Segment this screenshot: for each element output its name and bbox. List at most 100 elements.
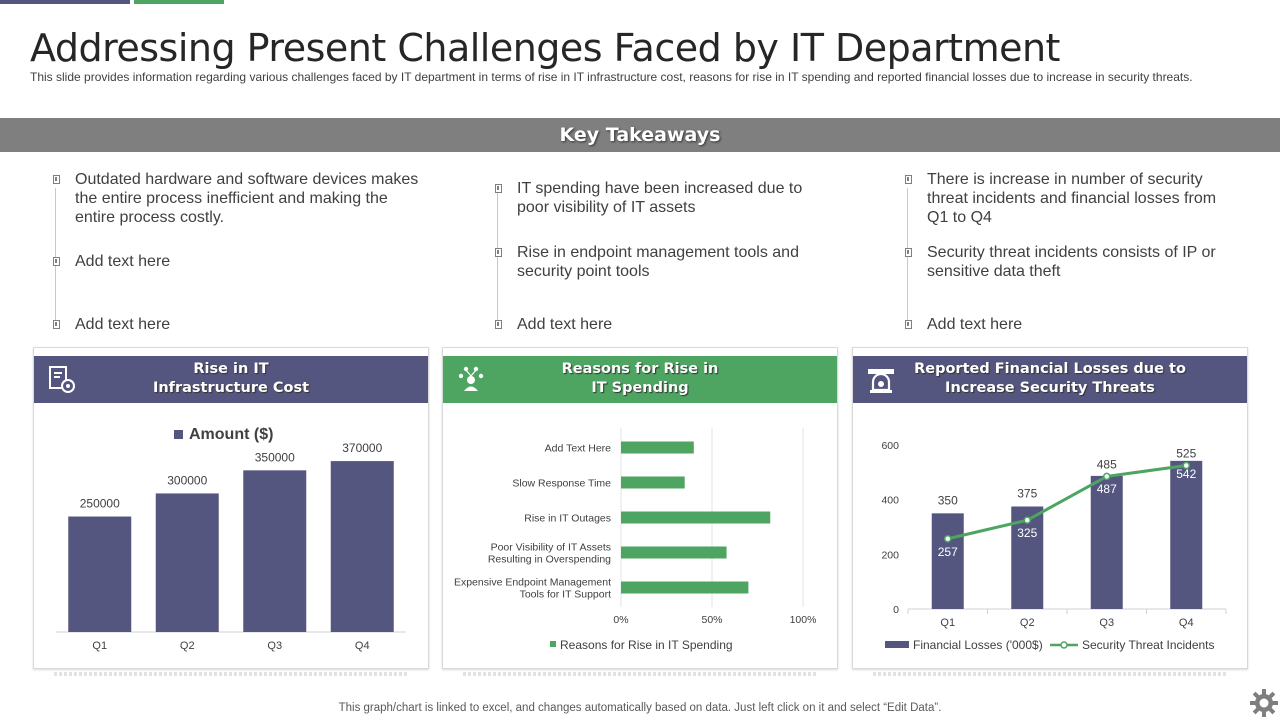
bar-data-label: 375 <box>1017 487 1037 501</box>
data-label: 300000 <box>167 473 207 487</box>
takeaway-item: Add text here <box>495 315 827 334</box>
y-tick-label: Poor Visibility of IT Assets <box>491 542 611 554</box>
takeaway-column-3: There is increase in number of security … <box>905 170 1247 340</box>
footer-note: This graph/chart is linked to excel, and… <box>338 702 942 714</box>
financial-losses-panel: Reported Financial Losses due to Increas… <box>852 347 1248 676</box>
x-tick-label: Q1 <box>92 640 107 652</box>
bar <box>621 511 771 524</box>
panel-title-line1: Rise in IT <box>193 361 269 377</box>
bar <box>621 476 685 489</box>
bar <box>621 546 727 559</box>
series-line <box>947 464 1187 541</box>
infrastructure-cost-panel: Rise in IT Infrastructure Cost Amount ($… <box>33 347 429 676</box>
panel-title-line2: IT Spending <box>591 380 689 396</box>
legend-swatch-bars <box>885 641 909 648</box>
line-data-label: 257 <box>938 545 958 559</box>
x-tick-label: Q2 <box>1020 617 1035 629</box>
bar <box>68 516 132 632</box>
takeaway-item: Security threat incidents consists of IP… <box>905 243 1237 281</box>
bar-data-label: 350 <box>938 493 958 507</box>
bar <box>1090 475 1123 609</box>
page-title: Addressing Present Challenges Faced by I… <box>30 26 1060 70</box>
x-tick-label: Q1 <box>940 617 955 629</box>
takeaway-column-2: IT spending have been increased due to p… <box>495 170 837 340</box>
y-tick-label: Resulting in Overspending <box>488 554 611 566</box>
bar <box>931 513 964 609</box>
bullet-icon <box>905 248 912 257</box>
line-point <box>1182 461 1190 470</box>
legend-label-bars: Financial Losses ('000$) <box>913 638 1043 652</box>
takeaway-column-1: Outdated hardware and software devices m… <box>53 170 435 340</box>
y-tick-label: 400 <box>881 495 899 507</box>
x-tick-label: Q3 <box>1099 617 1114 629</box>
takeaway-item: Outdated hardware and software devices m… <box>53 170 425 227</box>
it-spending-chart: Reasons for Rise in IT Spending 0% 50% 100… <box>454 428 817 652</box>
takeaway-item: Rise in endpoint management tools and se… <box>495 243 827 281</box>
x-tick-label: 50% <box>701 614 722 626</box>
takeaway-item: Add text here <box>53 252 425 271</box>
accent-bar-green <box>134 0 224 4</box>
x-tick-label: 0% <box>613 614 628 626</box>
y-tick-label: 600 <box>881 440 899 452</box>
line-data-label: 525 <box>1176 447 1196 461</box>
bullet-icon <box>53 257 60 266</box>
line-data-label: 485 <box>1097 457 1117 471</box>
gear-icon[interactable] <box>1250 689 1278 717</box>
line-data-label: 325 <box>1017 526 1037 540</box>
data-label: 350000 <box>255 450 295 464</box>
infrastructure-cost-chart: Amount ($) 250000 Q1 300000 Q2 350000 Q3 37000… <box>56 426 406 652</box>
bullet-icon <box>905 320 912 329</box>
y-tick-label: Slow Response Time <box>512 478 611 490</box>
bullet-icon <box>53 320 60 329</box>
panel-title-line1: Reasons for Rise in <box>561 361 719 377</box>
x-tick-label: 100% <box>790 614 817 626</box>
column-divider <box>497 188 498 326</box>
data-label: 370000 <box>342 441 382 455</box>
bar <box>155 493 219 632</box>
line-point <box>1023 516 1031 524</box>
panel-header: Rise in IT Infrastructure Cost <box>34 356 428 403</box>
y-tick-label: Expensive Endpoint Management <box>454 577 611 589</box>
bar <box>621 581 749 594</box>
y-tick-label: Rise in IT Outages <box>524 513 611 525</box>
takeaway-item: Add text here <box>53 315 425 334</box>
document-gear-icon <box>49 366 75 393</box>
bar <box>621 441 694 454</box>
line-point <box>944 535 952 543</box>
line-point <box>1103 472 1111 481</box>
bar-data-label: 542 <box>1176 467 1196 481</box>
y-tick-label: Tools for IT Support <box>520 589 612 601</box>
panel-header: Reported Financial Losses due to Increas… <box>853 356 1247 403</box>
data-label: 250000 <box>80 497 120 511</box>
key-takeaways-band: Key Takeaways <box>0 118 1280 152</box>
y-tick-label: 200 <box>881 549 899 561</box>
x-tick-label: Q2 <box>180 640 195 652</box>
legend-label: Amount ($) <box>189 426 273 443</box>
column-divider <box>907 188 908 326</box>
bullet-icon <box>495 248 502 257</box>
x-tick-label: Q4 <box>1179 617 1194 629</box>
legend-label-line: Security Threat Incidents <box>1082 638 1215 652</box>
legend-swatch <box>550 641 556 647</box>
bar-data-label: 487 <box>1097 482 1117 496</box>
legend-swatch <box>174 430 183 439</box>
panel-header: Reasons for Rise in IT Spending <box>443 356 837 403</box>
x-tick-label: Q4 <box>355 640 370 652</box>
y-tick-label: 0 <box>893 604 899 616</box>
panel-title-line2: Infrastructure Cost <box>152 380 310 396</box>
panel-title-line2: Increase Security Threats <box>945 380 1155 396</box>
legend-swatch-marker <box>1060 641 1068 649</box>
page-subtitle: This slide provides information regardin… <box>30 70 1193 84</box>
takeaway-item: IT spending have been increased due to p… <box>495 179 827 217</box>
bullet-icon <box>495 320 502 329</box>
bullet-icon <box>905 175 912 184</box>
bullet-icon <box>53 175 60 184</box>
bar <box>330 461 394 632</box>
person-network-icon <box>458 366 484 391</box>
y-tick-label: Add Text Here <box>545 443 612 455</box>
alarm-icon <box>868 369 894 393</box>
x-tick-label: Q3 <box>267 640 282 652</box>
bullet-icon <box>495 184 502 193</box>
takeaway-item: There is increase in number of security … <box>905 170 1237 227</box>
bar <box>243 470 307 632</box>
